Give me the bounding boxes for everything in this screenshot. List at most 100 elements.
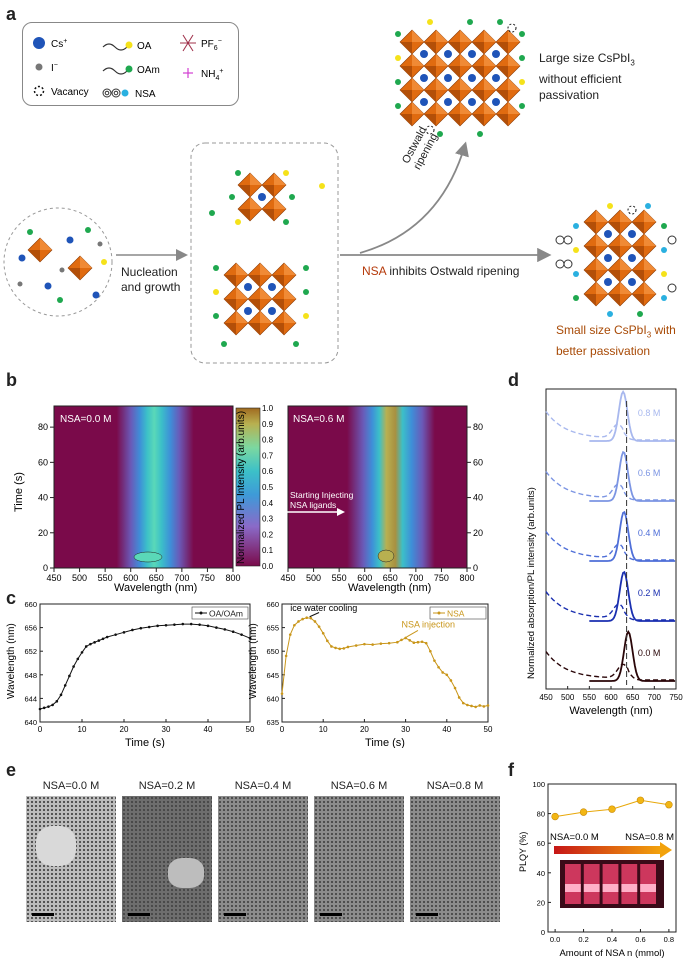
c-xtick-label: 10 [78,725,87,734]
cs-ion-icon [33,37,45,49]
b-xtick-label: 700 [408,573,423,583]
tem-panel: NSA=0.8 M [410,780,500,930]
c-data-point [280,692,284,695]
c-data-point [449,679,453,682]
f-ytick-label: 80 [537,810,545,819]
inhibit-rest: inhibits Ostwald ripening [386,264,520,278]
c-data-point [59,693,63,697]
tem-light-patch [36,826,76,866]
c-data-point [181,622,185,626]
c-ytick-label: 650 [266,647,279,656]
cbar-tick-label: 0.2 [262,530,274,539]
c-data-point [51,703,54,707]
c-data-point [189,622,193,626]
tem-micrograph [314,796,404,922]
d-series-label: 0.2 M [638,588,661,598]
c-xtick-label: 0 [280,725,285,734]
nucleation-line-1: Nucleation [121,265,178,279]
axes-right [287,405,468,569]
tem-micrograph [122,796,212,922]
f-data-point [608,805,616,813]
c-data-point [288,633,292,636]
panel-label-b: b [6,370,17,390]
ostwald-arrow [359,141,469,254]
c-ylabel: Wavelength (nm) [6,623,17,699]
label-nsa-0-6: NSA=0.6 M [293,414,344,425]
c-data-point [55,700,59,703]
panel-label-d: d [508,370,519,390]
colorbar-ticks: 0.0 0.1 0.2 0.3 0.4 0.5 0.6 0.7 0.8 0.9 1.0 [262,404,274,571]
cbar-tick-label: 0.3 [262,515,274,524]
c-data-point [164,623,168,627]
small-crystal-right [555,203,677,317]
plqy-plot: 0.0 0.2 0.4 0.6 0.8 0 20 40 60 80 100 Amount of NSA… [518,780,677,959]
small-line-2: better passivation [556,344,651,359]
c-data-point [139,626,143,630]
f-ytick-label: 60 [537,839,545,848]
d-pl-line [589,570,676,622]
c-data-point [248,636,252,640]
b-xtick-label: 450 [46,573,61,583]
panel-label-f: f [508,760,514,780]
f-label-end: NSA=0.8 M [625,832,674,843]
c-data-point [474,705,477,709]
c-legend-marker [199,611,203,615]
tem-panel: NSA=0.4 M [218,780,308,930]
nucleation-line-2: and growth [121,280,181,294]
oam-ligand-icon [102,67,128,75]
contour-hotspot-right [377,549,395,563]
small-size-text: Small size CsPbI3 with better passivatio… [556,322,676,359]
legend-oam: OAm [137,65,160,76]
c-data-point [80,651,84,654]
c-ytick-label: 640 [266,694,279,703]
c-data-point [223,628,227,631]
tem-micrograph [218,796,308,922]
d-xtick-label: 450 [539,693,553,702]
wavelength-time-plots: 0 10 20 30 40 50 640 644 648 652 656 660 Time (s) Wav… [6,600,493,748]
nsa-plot: 0 10 20 30 40 50 635 640 645 650 655 660 Time (s) Wav… [248,600,493,748]
cbar-tick-label: 1.0 [262,404,274,413]
injection-annotation-1: Starting Injecting [290,490,354,500]
cbar-tick-label: 0.4 [262,499,274,508]
pl-map-ylabel: Time (s) [13,472,25,512]
b-xtick-label: 500 [72,573,87,583]
c-data-point [445,673,449,677]
inhibit-nsa-word: NSA [362,264,387,278]
c-ytick-label: 652 [24,647,37,656]
c-data-point [84,645,88,648]
legend-nsa: NSA [135,89,156,100]
f-xlabel: Amount of NSA n (mmol) [559,948,664,959]
c-data-point [313,620,317,623]
f-xtick-label: 0.0 [550,935,560,944]
iodide-ion-icon [35,63,43,71]
f-vial-glow [602,884,619,892]
d-series-label: 0.4 M [638,528,661,538]
f-vial-glow [583,884,600,892]
c-xtick-label: 10 [319,725,328,734]
legend-cs: Cs+ [51,38,67,50]
d-absorption-line [545,531,676,561]
c-data-point [38,707,42,711]
scale-bar [320,913,342,916]
c-xlabel: Time (s) [125,737,165,748]
pf6-icon [180,34,196,52]
plqy-group: 0.0 0.2 0.4 0.6 0.8 0 20 40 60 80 100 Amount of NSA… [518,780,677,959]
f-data-point [665,801,673,809]
d-xtick-label: 600 [604,693,618,702]
b-ytick-label: 80 [38,422,48,432]
absorption-pl-plot: 450 500 550 600 650 700 750 Wavelength (nm) Norm… [526,388,683,717]
nh4-icon [183,68,193,78]
d-xtick-label: 750 [669,693,683,702]
d-absorption-line [545,591,676,621]
nucleation-text: Nucleation and growth [121,265,180,295]
d-series-label: 0.6 M [638,468,661,478]
large-line-2: without efficient [539,72,622,87]
b-ytick-label: 0 [43,563,48,573]
c-annotation-nsa: NSA injection [401,620,455,630]
b-ytick-label: 60 [473,457,483,467]
c-data-point [63,684,67,687]
f-vial-glow [621,884,638,892]
cbar-tick-label: 0.8 [262,436,274,445]
c-data-point [429,649,432,653]
d-axes-frame [545,388,677,690]
